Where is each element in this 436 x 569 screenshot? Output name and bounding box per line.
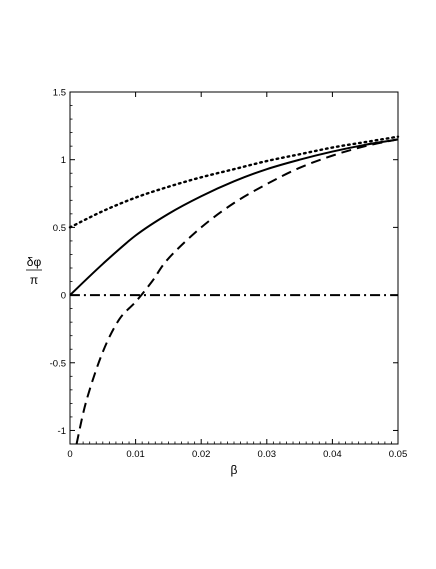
y-tick-label-4: 1 [61,155,66,166]
series-group [68,135,400,445]
series-line-dotted [68,135,400,229]
y-tick-label-2: 0 [61,291,66,302]
x-tick-label-1: 0.01 [126,449,145,460]
series-line-solid [69,138,399,296]
x-tick-label-0: 0 [67,449,72,460]
x-tick-label-5: 0.05 [389,449,408,460]
y-tick-label-1: -0.5 [50,358,66,369]
y-axis-title-numerator: δφ [27,255,42,269]
y-axis-title: δφ π [26,255,42,287]
y-axis-title-denominator: π [30,273,38,287]
x-axis-title: β [231,463,238,477]
y-tick-label-5: 1.5 [53,88,66,99]
x-tick-label-4: 0.04 [323,449,342,460]
y-tick-label-3: 0.5 [53,223,66,234]
ticks-group: 0 0.01 0.02 0.03 0.04 0.05 -1 -0.5 0 0.5 1 1.5 [50,88,408,461]
x-tick-label-2: 0.02 [192,449,211,460]
series-line-dashed [75,138,399,445]
y-tick-label-0: -1 [58,426,66,437]
x-tick-label-3: 0.03 [258,449,277,460]
